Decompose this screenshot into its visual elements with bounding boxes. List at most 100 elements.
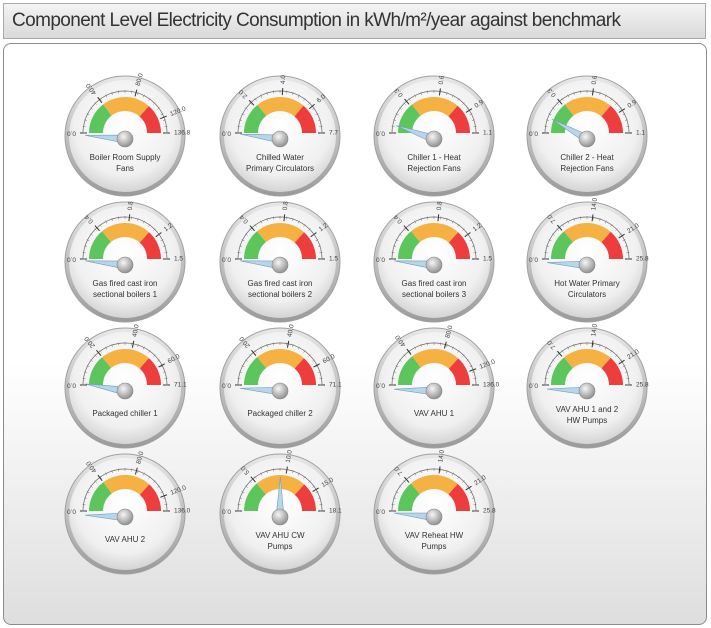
gauge-minor-tick [315, 113, 319, 116]
gauge-minor-tick [249, 102, 252, 105]
gauge-band [448, 483, 470, 511]
gauge-minor-tick [94, 228, 97, 231]
gauge-minor-tick [619, 359, 622, 362]
gauge-minor-tick [142, 94, 145, 98]
gauge-minor-tick [254, 224, 257, 227]
gauge-tick-label: 0.9 [626, 99, 638, 110]
gauge-tick-label: 40.0 [131, 324, 140, 338]
gauge-2: 0.0 2.0 4.0 6.0 7.7 Chilled Water Primary Circ… [219, 74, 341, 197]
gauge-minor-tick [153, 102, 156, 105]
gauge-minor-tick [399, 359, 402, 362]
gauge-minor-tick [471, 119, 475, 121]
gauge-band [294, 484, 316, 511]
gauge-tick [251, 349, 257, 356]
gauge-minor-tick [469, 113, 473, 116]
gauge-tick-label: 80.0 [444, 324, 454, 338]
gauge-minor-tick [619, 107, 622, 110]
gauge-tick [465, 108, 473, 113]
gauge-tick-label: 0.0 [222, 255, 231, 262]
gauge-tick [128, 214, 131, 222]
gauge-hub [116, 256, 134, 274]
gauge-minor-tick [599, 218, 601, 222]
gauge-tick-label: 0.0 [529, 129, 538, 136]
gauge-minor-tick [469, 491, 473, 494]
gauge-hub [578, 382, 596, 400]
gauge-minor-tick [315, 239, 319, 242]
gauge-tick-label: 40.0 [286, 324, 295, 338]
gauge-caption: Pumps [268, 542, 293, 551]
gauge-caption: HW Pumps [567, 416, 607, 425]
gauge-minor-tick [567, 94, 570, 98]
gauge-minor-tick [567, 220, 570, 224]
gauge-tick-label: 0.8 [436, 201, 444, 211]
gauge-minor-tick [403, 480, 406, 483]
gauge-minor-tick [395, 491, 399, 494]
gauge-minor-tick [457, 98, 460, 101]
gauge-tick-label: 0.6 [438, 75, 446, 85]
gauge-minor-tick [137, 92, 139, 96]
gauge-tick-label: 18.1 [329, 508, 342, 515]
gauge-band [412, 349, 459, 369]
gauge-minor-tick [90, 485, 93, 488]
gauge-minor-tick [297, 94, 300, 98]
gauge-caption: Chilled Water [256, 153, 304, 162]
gauge-band [244, 231, 266, 259]
gauge-band [244, 483, 266, 511]
gauge-minor-tick [451, 472, 454, 476]
gauge-tick [437, 214, 440, 222]
gauge-minor-tick [142, 220, 145, 224]
gauge-minor-tick [308, 354, 311, 357]
gauge-tick-label: 1.2 [163, 222, 175, 233]
gauge-minor-tick [395, 113, 399, 116]
gauge-tick-label: 7.0 [393, 465, 404, 477]
gauge-minor-tick [556, 102, 559, 105]
gauge-minor-tick [622, 365, 626, 368]
gauge-minor-tick [420, 92, 422, 96]
gauge-tick [618, 233, 625, 239]
gauge-band [103, 475, 150, 495]
gauge-minor-tick [160, 239, 164, 242]
gauge-tick [443, 341, 447, 349]
gauge-minor-tick [604, 346, 607, 350]
gauge-minor-tick [292, 92, 294, 96]
gauge-minor-tick [546, 371, 550, 373]
gauge-minor-tick [94, 354, 97, 357]
gauge-tick-label: 7.7 [329, 130, 338, 137]
gauge-hub [116, 508, 134, 526]
gauge-minor-tick [414, 346, 417, 350]
gauge-minor-tick [308, 480, 311, 483]
gauge-minor-tick [308, 102, 311, 105]
gauge-tick [97, 96, 103, 104]
gauge-tick [308, 103, 315, 110]
gauge-minor-tick [241, 491, 245, 494]
gauge-minor-tick [457, 224, 460, 227]
gauge-minor-tick [303, 98, 306, 101]
gauge-minor-tick [408, 98, 411, 101]
gauge-tick-label: 6.0 [316, 93, 328, 104]
gauge-minor-tick [466, 485, 469, 488]
gauge-minor-tick [90, 107, 93, 110]
gauge-hub [578, 256, 596, 274]
gauge-minor-tick [471, 245, 475, 247]
gauge-minor-tick [552, 359, 555, 362]
gauge-tick [158, 363, 165, 368]
gauge-tick-label: 136.8 [174, 130, 191, 137]
gauge-tick [557, 350, 563, 357]
gauge-minor-tick [160, 491, 164, 494]
gauge-band [448, 105, 470, 133]
gauge-minor-tick [420, 470, 422, 474]
gauge-4: 0.0 0.3 0.6 0.9 1.1 Chiller 2 - Heat Rejection… [526, 75, 648, 197]
gauge-minor-tick [573, 344, 575, 348]
gauge-caption: Boiler Room Supply [90, 153, 161, 162]
gauge-minor-tick [556, 354, 559, 357]
gauge-minor-tick [622, 239, 626, 242]
gauge-minor-tick [315, 491, 319, 494]
gauge-minor-tick [239, 497, 243, 499]
gauge-tick [285, 466, 288, 474]
gauge-band [601, 357, 623, 385]
gauge-band [89, 104, 112, 133]
gauge-caption: Primary Circulators [246, 164, 314, 173]
